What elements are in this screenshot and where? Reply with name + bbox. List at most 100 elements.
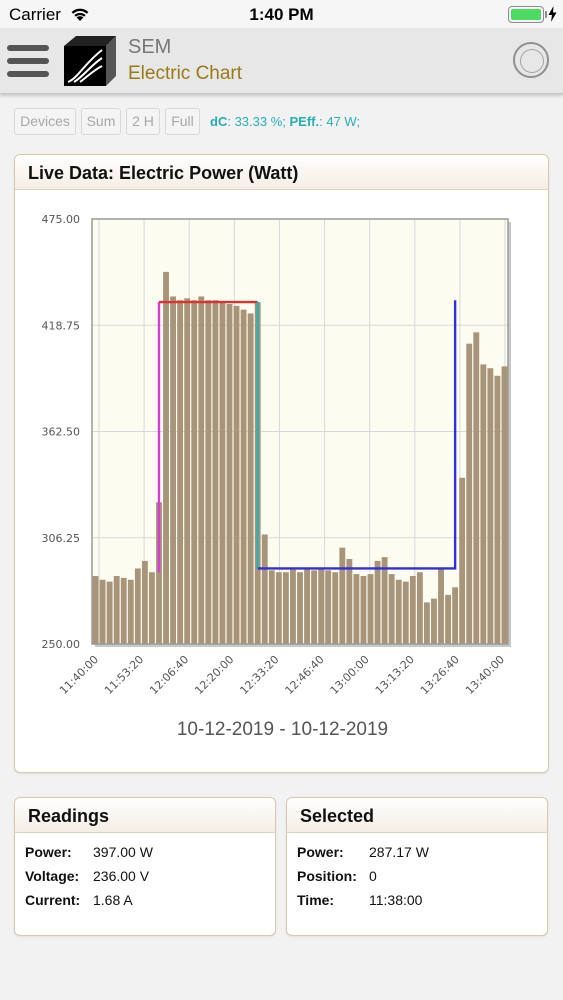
battery-tip: [545, 11, 547, 18]
x-tick-label: 11:40:00: [57, 653, 101, 697]
power-chart[interactable]: 250.00 306.25 362.50 418.75 475.00 11:40:00 11…: [15, 190, 549, 715]
x-tick-label: 12:20:00: [192, 653, 236, 697]
chart-bar: [247, 313, 254, 644]
sem-logo: [64, 36, 116, 86]
chart-bar: [304, 568, 310, 644]
clock: 1:40 PM: [249, 5, 314, 24]
x-tick-label: 11:53:20: [102, 653, 146, 697]
chart-title: Live Data: Electric Power (Watt): [15, 155, 548, 190]
chart-bar: [402, 581, 409, 644]
chart-bar: [473, 332, 480, 644]
chart-bar: [381, 557, 388, 644]
chart-bar: [240, 309, 247, 644]
readings-voltage-value: 236.00 V: [93, 868, 150, 884]
dc-label: dC: [210, 114, 228, 129]
readings-current-value: 1.68 A: [93, 892, 133, 908]
readings-current-label: Current:: [25, 892, 81, 908]
y-tick-label: 306.25: [42, 532, 81, 545]
chart-bar: [395, 579, 402, 644]
overlay-line: [257, 300, 457, 570]
chart-bar: [311, 570, 318, 644]
chart-bar: [233, 305, 240, 644]
chart-bar: [212, 300, 219, 644]
chart-toolbar: Devices Sum 2 H Full dC: 33.33 %; PEff.:…: [14, 108, 554, 136]
hamburger-menu-icon[interactable]: [7, 45, 49, 81]
app-name: SEM: [128, 36, 172, 58]
devices-button[interactable]: Devices: [14, 108, 76, 135]
chart-bar: [445, 594, 451, 644]
chart-bar: [452, 587, 459, 644]
chart-bar: [205, 300, 212, 644]
chart-bar: [367, 574, 374, 644]
chart-bar: [353, 574, 360, 644]
chart-bar: [423, 602, 430, 644]
chart-bar: [466, 343, 473, 644]
x-tick-label: 13:40:00: [463, 653, 507, 697]
chart-bar: [459, 477, 466, 644]
chart-bar: [346, 559, 353, 644]
chart-bar: [156, 502, 162, 644]
wifi-icon: [71, 8, 89, 21]
x-tick-label: 12:06:40: [147, 653, 191, 697]
selected-position-value: 0: [369, 868, 377, 884]
chart-bar: [431, 598, 437, 644]
x-tick-label: 13:00:00: [328, 653, 372, 697]
status-bar: Carrier 1:40 PM: [0, 0, 563, 28]
chart-bar: [226, 304, 233, 644]
selected-title: Selected: [287, 798, 547, 833]
chart-bar: [487, 368, 494, 644]
chart-bar: [325, 570, 332, 644]
date-range: 10-12-2019 - 10-12-2019: [176, 719, 389, 740]
selected-power-value: 287.17 W: [369, 844, 429, 860]
chart-bar: [106, 581, 113, 644]
chart-bar: [198, 296, 205, 644]
y-tick-label: 250.00: [42, 638, 81, 651]
y-tick-label: 418.75: [42, 319, 81, 332]
dc-value: : 33.33 %;: [227, 114, 286, 129]
chart-bar: [374, 560, 381, 644]
readings-power-label: Power:: [25, 844, 72, 860]
chart-bar: [99, 579, 106, 644]
two-hour-button[interactable]: 2 H: [126, 108, 160, 135]
chart-info: dC: 33.33 %; PEff.: 47 W;: [210, 114, 360, 129]
chart-bar: [275, 572, 282, 644]
sum-button[interactable]: Sum: [81, 108, 121, 135]
chart-bar: [494, 375, 501, 644]
app-header: SEM Electric Chart: [0, 28, 563, 94]
chart-bar: [332, 572, 339, 644]
chart-bar: [438, 568, 444, 644]
plot-border: [91, 218, 509, 645]
selected-position-label: Position:: [297, 868, 357, 884]
x-tick-label: 13:26:40: [418, 653, 462, 697]
chart-bar: [120, 577, 127, 644]
chart-bar: [127, 579, 134, 644]
chart-bar: [261, 534, 268, 644]
chart-bar: [184, 298, 191, 644]
chart-bar: [501, 366, 508, 644]
y-tick-label: 475.00: [42, 213, 81, 226]
readings-card: Readings Power: 397.00 W Voltage: 236.00…: [14, 797, 276, 936]
charging-bolt-icon: [548, 6, 557, 22]
readings-power-value: 397.00 W: [93, 844, 153, 860]
battery-icon: [508, 6, 544, 23]
chart-bar: [170, 296, 177, 644]
chart-bar: [163, 271, 169, 644]
power-icon[interactable]: [513, 42, 549, 78]
x-tick-label: 13:13:20: [373, 653, 417, 697]
chart-bar: [191, 300, 198, 644]
page-subtitle: Electric Chart: [128, 63, 243, 84]
chart-bar: [290, 568, 296, 644]
chart-bar: [113, 576, 120, 644]
chart-bar: [141, 560, 148, 644]
chart-bar: [480, 364, 487, 644]
chart-bar: [219, 302, 226, 644]
chart-bar: [92, 576, 99, 644]
selected-power-label: Power:: [297, 844, 344, 860]
chart-bar: [149, 572, 155, 644]
y-tick-label: 362.50: [42, 426, 81, 439]
chart-bar: [318, 568, 325, 644]
carrier-label: Carrier: [9, 5, 61, 24]
chart-bar: [416, 572, 423, 644]
x-tick-label: 12:46:40: [283, 653, 327, 697]
full-button[interactable]: Full: [165, 108, 200, 135]
